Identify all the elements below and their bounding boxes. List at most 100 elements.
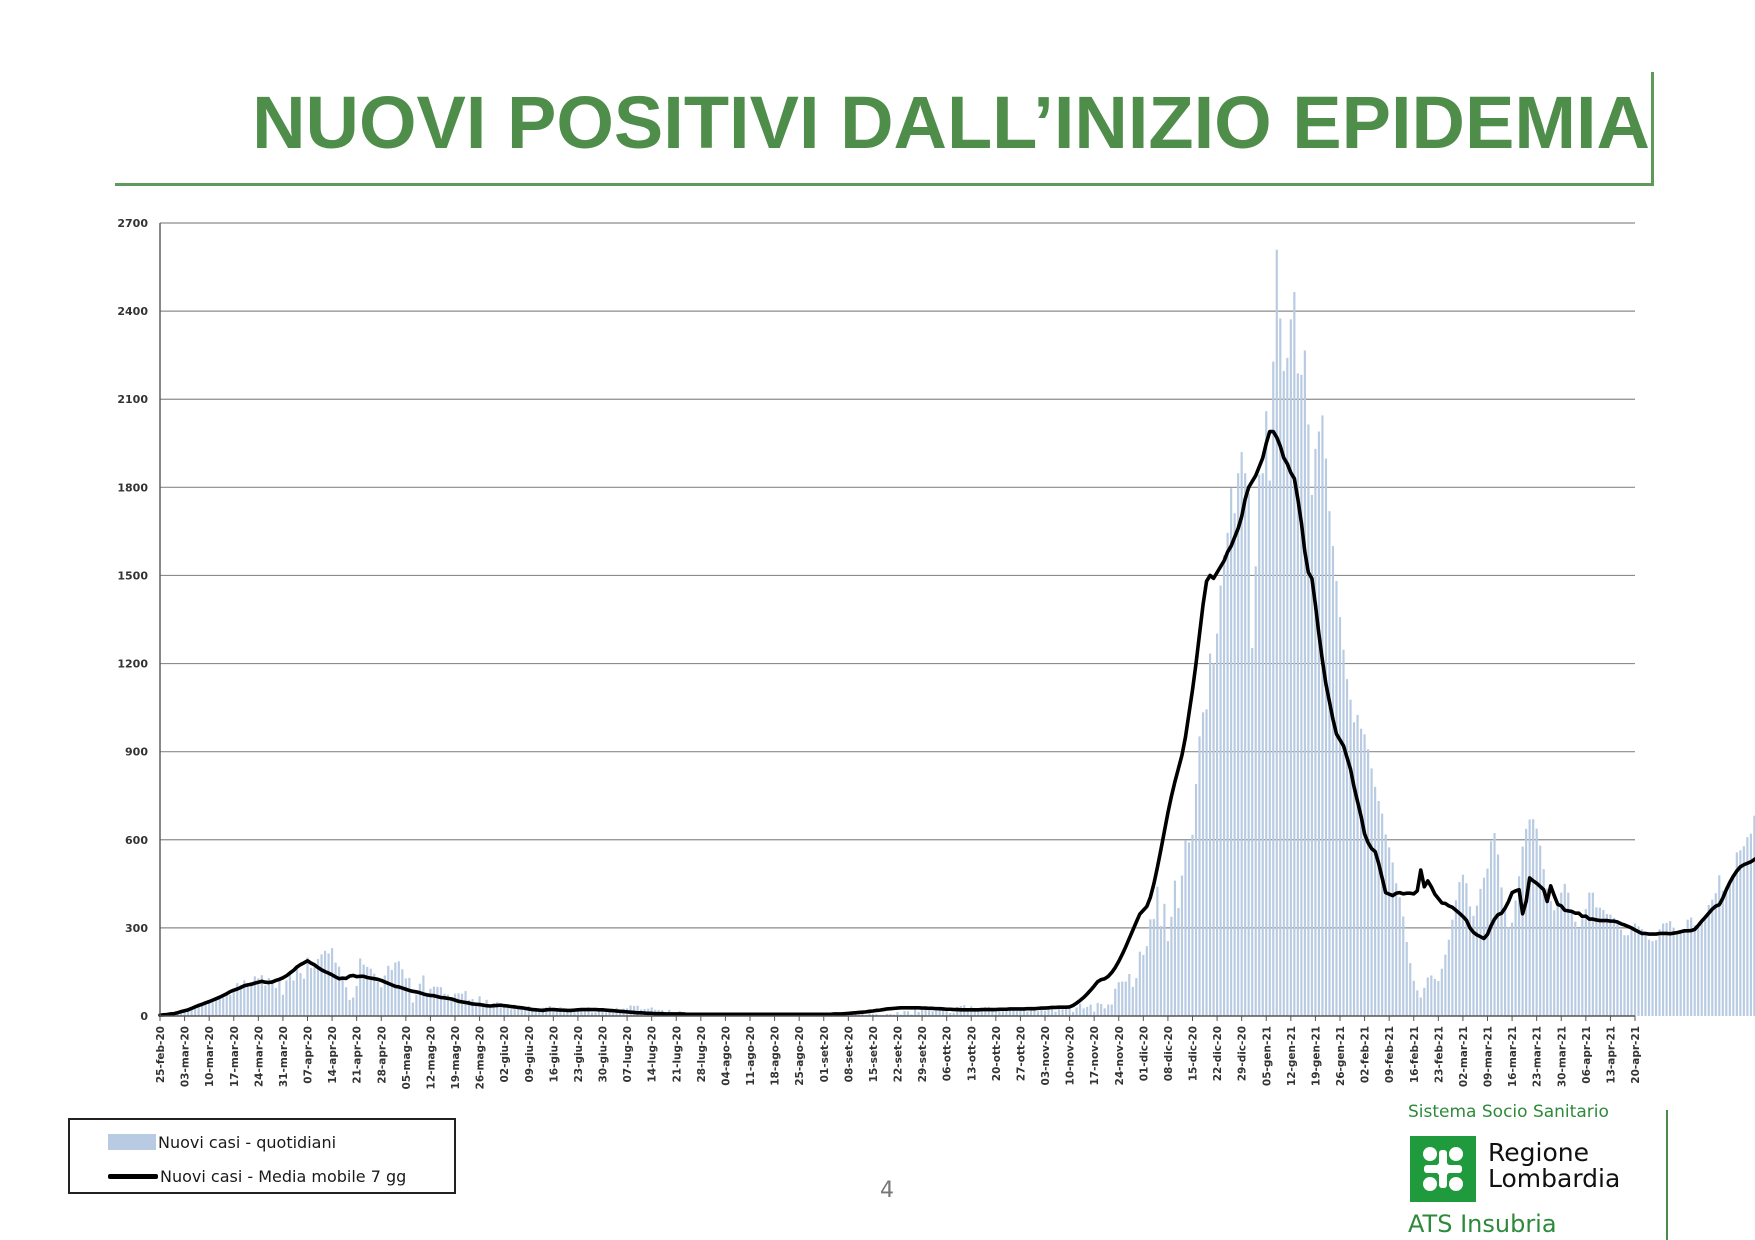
bar-day-65 <box>387 965 390 1016</box>
ytick-label-1200: 1200 <box>117 658 148 671</box>
bar-day-389 <box>1525 828 1528 1016</box>
xtick-label-5: 31-mar-20 <box>278 1026 290 1087</box>
bar-day-424 <box>1647 939 1651 1016</box>
bar-day-17 <box>218 996 221 1016</box>
bar-day-402 <box>1570 910 1573 1016</box>
legend-item-line: Nuovi casi - Media mobile 7 gg <box>108 1164 406 1188</box>
bar-day-61 <box>373 973 376 1016</box>
bar-day-42 <box>306 957 309 1016</box>
ytick-label-600: 600 <box>125 834 148 847</box>
bar-day-348 <box>1381 813 1384 1016</box>
bar-day-38 <box>292 980 295 1016</box>
bar-day-112 <box>552 1007 555 1016</box>
bar-day-232 <box>973 1009 976 1016</box>
bar-day-393 <box>1539 845 1542 1016</box>
bar-day-251 <box>1040 1008 1043 1016</box>
bar-day-298 <box>1205 709 1208 1016</box>
xtick-label-55: 16-mar-21 <box>1507 1026 1519 1087</box>
xtick-label-6: 07-apr-20 <box>303 1026 315 1084</box>
ytick-label-900: 900 <box>125 746 148 759</box>
bar-day-9 <box>190 1008 193 1016</box>
xtick-label-14: 02-giu-20 <box>499 1026 511 1083</box>
bar-day-294 <box>1191 834 1194 1016</box>
bar-day-98 <box>503 1005 506 1016</box>
bar-day-359 <box>1419 997 1422 1016</box>
bar-day-218 <box>924 1009 927 1016</box>
bar-day-234 <box>980 1009 983 1016</box>
bar-day-30 <box>264 985 267 1016</box>
bar-day-126 <box>601 1010 604 1016</box>
xtick-label-29: 15-set-20 <box>868 1026 880 1082</box>
bar-day-86 <box>460 993 464 1016</box>
xtick-label-20: 14-lug-20 <box>647 1026 659 1083</box>
bar-day-212 <box>903 1011 906 1016</box>
xtick-label-53: 02-mar-21 <box>1458 1026 1470 1087</box>
bar-day-446 <box>1725 892 1728 1016</box>
bar-day-356 <box>1409 963 1412 1016</box>
bar-day-66 <box>390 969 393 1016</box>
xtick-label-15: 09-giu-20 <box>524 1026 536 1083</box>
bar-day-372 <box>1465 883 1468 1016</box>
bar-day-432 <box>1676 930 1679 1016</box>
bar-day-284 <box>1156 886 1159 1016</box>
xtick-label-13: 26-mag-20 <box>475 1026 487 1089</box>
bar-day-118 <box>573 1012 576 1016</box>
xtick-label-60: 20-apr-21 <box>1630 1026 1642 1084</box>
bar-day-361 <box>1426 977 1429 1016</box>
bar-day-286 <box>1163 903 1166 1016</box>
xtick-label-11: 12-mag-20 <box>425 1026 437 1089</box>
xtick-label-45: 05-gen-21 <box>1261 1026 1273 1086</box>
xtick-label-12: 19-mag-20 <box>450 1026 462 1089</box>
xtick-label-10: 05-mag-20 <box>401 1026 413 1089</box>
bar-day-83 <box>450 996 453 1016</box>
bar-day-309 <box>1244 473 1247 1016</box>
bar-day-394 <box>1542 869 1545 1016</box>
bar-day-351 <box>1391 862 1394 1016</box>
bar-day-283 <box>1152 919 1155 1016</box>
bar-day-265 <box>1089 1004 1092 1016</box>
bar-day-273 <box>1117 982 1120 1016</box>
bar-day-215 <box>913 1008 917 1016</box>
bar-day-55 <box>352 997 355 1016</box>
bar-day-103 <box>520 1006 523 1016</box>
bar-day-454 <box>1753 815 1755 1016</box>
xtick-label-39: 24-nov-20 <box>1114 1026 1126 1085</box>
bar-day-11 <box>197 1005 200 1016</box>
bar-day-107 <box>534 1009 537 1016</box>
bar-day-362 <box>1430 975 1433 1016</box>
bar-day-399 <box>1560 892 1563 1016</box>
bar-day-306 <box>1233 513 1236 1016</box>
bar-day-73 <box>415 994 418 1016</box>
logo-name-line1: Regione <box>1488 1138 1589 1167</box>
bar-day-261 <box>1075 1007 1078 1016</box>
bar-day-72 <box>411 1002 414 1016</box>
bar-day-377 <box>1482 877 1486 1016</box>
xtick-label-44: 29-dic-20 <box>1237 1026 1249 1081</box>
bar-day-333 <box>1328 511 1331 1016</box>
bar-day-419 <box>1630 929 1633 1016</box>
bar-day-316 <box>1268 480 1271 1017</box>
bar-day-116 <box>566 1010 569 1016</box>
bar-day-342 <box>1359 728 1363 1016</box>
bar-day-406 <box>1584 909 1587 1016</box>
bar-day-330 <box>1317 431 1321 1016</box>
bar-day-225 <box>949 1013 952 1016</box>
bar-day-14 <box>208 1001 211 1016</box>
bar-day-78 <box>432 986 436 1016</box>
bar-day-302 <box>1219 585 1222 1016</box>
legend-label-line: Nuovi casi - Media mobile 7 gg <box>160 1166 407 1186</box>
bar-day-375 <box>1475 905 1479 1016</box>
bar-day-322 <box>1289 319 1292 1017</box>
bar-day-32 <box>271 981 274 1016</box>
bar-day-301 <box>1216 633 1219 1016</box>
bar-day-441 <box>1707 904 1710 1016</box>
logo-name-line2: Lombardia <box>1488 1164 1621 1193</box>
bar-day-411 <box>1602 909 1605 1016</box>
xtick-label-50: 09-feb-21 <box>1384 1026 1396 1083</box>
bar-day-439 <box>1700 922 1703 1016</box>
bar-day-422 <box>1640 929 1644 1016</box>
bar-day-378 <box>1486 868 1489 1016</box>
bar-day-416 <box>1619 929 1623 1016</box>
xtick-label-43: 22-dic-20 <box>1212 1026 1224 1081</box>
